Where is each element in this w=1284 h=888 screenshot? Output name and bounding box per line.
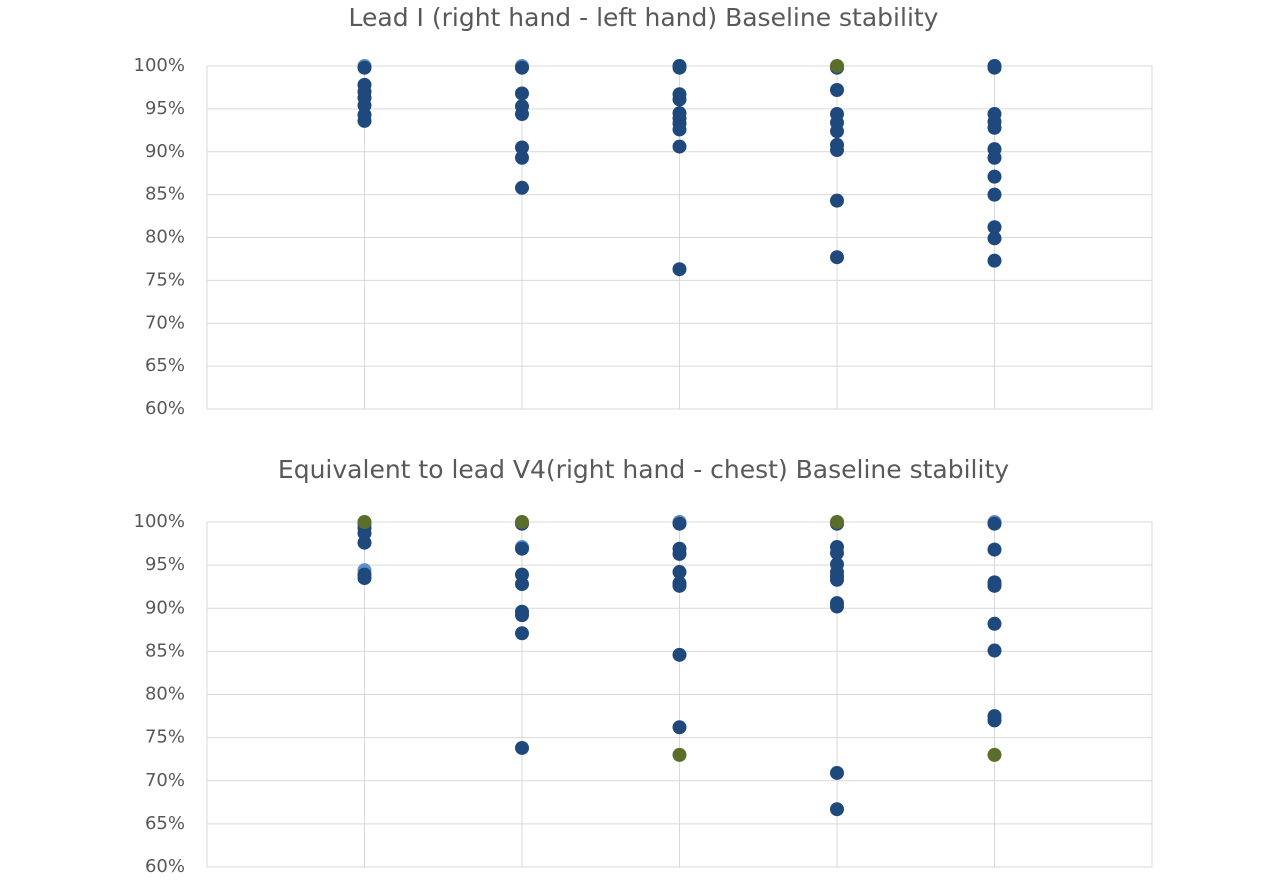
y-tick-label: 85% (145, 640, 185, 661)
point (672, 92, 687, 107)
point (830, 572, 844, 587)
point (830, 802, 844, 817)
y-tick-label: 95% (145, 98, 185, 119)
y-tick-label: 65% (145, 355, 185, 376)
point (515, 608, 529, 623)
y-tick-label: 65% (145, 813, 185, 834)
y-tick-label: 100% (134, 511, 185, 532)
point (830, 515, 844, 529)
point (830, 124, 844, 139)
point (987, 60, 1002, 75)
y-tick-label: 75% (145, 269, 185, 290)
point (672, 747, 687, 762)
y-tick-label: 90% (145, 141, 185, 162)
y-tick-label: 70% (145, 312, 185, 333)
y-tick-label: 100% (134, 55, 185, 76)
point (515, 86, 529, 101)
point (987, 150, 1002, 165)
point (987, 713, 1002, 728)
point (830, 765, 844, 780)
point (515, 140, 529, 155)
chart-title: Equivalent to lead V4(right hand - chest… (278, 455, 1009, 484)
y-tick-label: 85% (145, 184, 185, 205)
point (987, 516, 1002, 531)
point (515, 60, 529, 75)
point (515, 740, 529, 755)
point (515, 515, 529, 529)
point (987, 747, 1002, 762)
point (987, 542, 1002, 557)
point (830, 59, 844, 73)
point (515, 577, 529, 592)
point (830, 193, 844, 208)
point (987, 220, 1002, 235)
point (515, 626, 529, 641)
point (672, 720, 687, 735)
point (672, 139, 687, 154)
point (987, 231, 1002, 246)
point (987, 187, 1002, 202)
point (515, 107, 529, 122)
point (672, 647, 687, 662)
point (515, 541, 529, 556)
point (987, 120, 1002, 135)
point (830, 83, 844, 98)
point (830, 143, 844, 158)
point (672, 262, 687, 277)
point (987, 643, 1002, 658)
y-tick-label: 80% (145, 684, 185, 705)
point (987, 578, 1002, 593)
y-tick-label: 75% (145, 727, 185, 748)
y-tick-label: 80% (145, 227, 185, 248)
point (672, 578, 687, 593)
chart-title: Lead I (right hand - left hand) Baseline… (349, 3, 939, 32)
point (672, 516, 687, 531)
y-tick-label: 60% (145, 856, 185, 877)
point (672, 546, 687, 561)
point (357, 515, 372, 529)
point (357, 571, 372, 586)
point (357, 535, 372, 550)
point (672, 122, 687, 137)
point (515, 150, 529, 165)
point (357, 113, 372, 128)
y-tick-label: 90% (145, 597, 185, 618)
point (515, 180, 529, 195)
point (987, 253, 1002, 268)
point (672, 565, 687, 580)
point (830, 250, 844, 265)
y-tick-label: 70% (145, 770, 185, 791)
y-tick-label: 60% (145, 398, 185, 419)
point (987, 616, 1002, 631)
point (830, 599, 844, 614)
point (672, 60, 687, 75)
point (987, 169, 1002, 184)
point (357, 60, 372, 75)
point (830, 546, 844, 561)
y-tick-label: 95% (145, 554, 185, 575)
